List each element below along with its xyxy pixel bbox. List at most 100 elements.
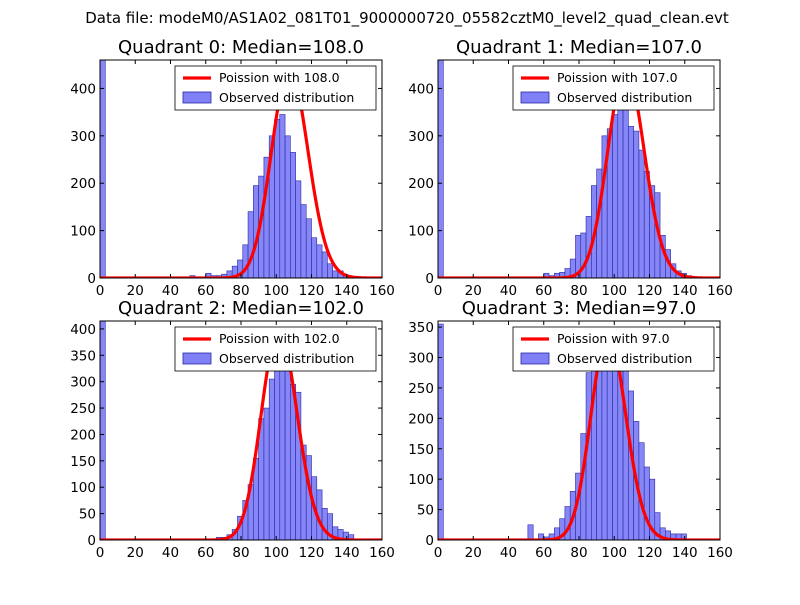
histogram-bar [332,270,339,278]
y-tick-label: 200 [408,411,434,427]
histogram-bar [628,126,634,278]
x-tick-label: 120 [299,283,325,299]
y-tick-label: 300 [408,129,434,145]
y-tick-label: 150 [70,454,96,470]
histogram-bar [290,152,296,278]
y-tick-label: 200 [70,427,96,443]
x-tick-label: 20 [465,283,482,299]
y-tick-label: 200 [408,176,434,192]
x-tick-label: 80 [232,545,249,561]
histogram-bar [612,114,619,278]
legend-line-label: Poission with 107.0 [557,70,678,85]
x-tick-label: 120 [299,545,325,561]
histogram-bar [100,60,106,278]
legend-bar-label: Observed distribution [557,90,692,105]
y-tick-label: 250 [70,401,96,417]
x-tick-label: 60 [535,545,552,561]
histogram-bar [654,512,661,540]
y-tick-label: 100 [408,224,434,240]
x-tick-label: 0 [96,283,105,299]
y-tick-label: 100 [408,472,434,488]
histogram-bar [305,218,312,278]
histogram-bar [606,354,613,540]
histogram-bar [348,534,355,540]
panel-quadrant-3: Quadrant 3: Median=97.0 0 20 40 60 80 100 120 14… [408,298,733,561]
panel-quadrant-1: Quadrant 1: Median=107.0 0 20 40 60 80 100 120 1… [408,37,733,299]
y-tick-label: 300 [70,375,96,391]
legend-bar-swatch [182,91,212,104]
x-tick-label: 140 [334,283,360,299]
y-tick-label: 50 [79,507,96,523]
y-tick-label: 300 [408,351,434,367]
x-tick-label: 20 [127,283,144,299]
x-tick-label: 60 [535,283,552,299]
histogram-bar [284,360,291,540]
legend-bar-swatch [520,352,550,365]
x-tick-label: 160 [369,283,395,299]
panel-title: Quadrant 0: Median=108.0 [118,37,364,58]
legend: Poission with 97.0 Observed distribution [512,326,715,372]
y-tick-label: 300 [70,129,96,145]
legend-bar-label: Observed distribution [219,90,354,105]
x-tick-label: 100 [263,545,289,561]
histogram-bar [680,533,687,540]
histogram-bar [643,466,650,540]
histogram-bar [279,114,286,278]
x-tick-label: 40 [500,545,517,561]
histogram-bar [268,378,275,540]
x-tick-label: 40 [162,283,179,299]
y-tick-label: 100 [70,480,96,496]
x-tick-label: 80 [570,283,587,299]
x-tick-label: 100 [601,545,627,561]
histogram-bar [633,130,640,278]
histogram-bar [321,251,328,278]
x-tick-label: 80 [570,545,587,561]
histogram-bar [300,204,307,278]
y-tick-label: 100 [70,224,96,240]
x-tick-label: 100 [601,283,627,299]
x-tick-label: 60 [197,545,214,561]
x-tick-label: 40 [162,545,179,561]
y-tick-label: 400 [70,81,96,97]
x-tick-label: 0 [434,545,443,561]
x-tick-label: 140 [672,545,698,561]
legend-line-label: Poission with 108.0 [219,70,340,85]
panel-quadrant-2: Quadrant 2: Median=102.0 0 20 40 60 80 100 120 1… [70,298,395,561]
y-tick-label: 0 [87,271,96,287]
legend: Poission with 102.0 Observed distribution [174,326,377,372]
panel-title: Quadrant 3: Median=97.0 [462,298,697,319]
histogram-bar [100,321,106,540]
x-tick-label: 0 [96,545,105,561]
histogram-bar [622,345,629,540]
histogram-bar [601,345,608,540]
panel-title: Quadrant 2: Median=102.0 [118,298,364,319]
x-tick-label: 40 [500,283,517,299]
y-tick-label: 150 [408,442,434,458]
y-tick-label: 50 [417,503,434,519]
y-tick-label: 0 [425,533,434,549]
histogram-bar [311,237,318,278]
poisson-fit-line [438,66,720,278]
panel-title: Quadrant 1: Median=107.0 [456,37,702,58]
x-tick-label: 20 [465,545,482,561]
histogram-bar [284,135,291,278]
x-tick-label: 140 [672,283,698,299]
x-tick-label: 100 [263,283,289,299]
plot-area [438,60,720,278]
x-tick-label: 160 [369,545,395,561]
x-tick-label: 140 [334,545,360,561]
figure-title: Data file: modeM0/AS1A02_081T01_90000007… [85,9,729,28]
x-tick-label: 60 [197,283,214,299]
poisson-fit-line [100,67,382,278]
histogram-bar [638,149,645,278]
x-tick-label: 80 [232,283,249,299]
x-tick-label: 120 [637,545,663,561]
y-tick-label: 350 [408,320,434,336]
legend-bar-label: Observed distribution [219,351,354,366]
histogram-bar [438,323,444,540]
legend-bar-swatch [182,352,212,365]
y-tick-label: 0 [425,271,434,287]
histogram-bar [316,244,323,278]
x-tick-label: 160 [707,545,733,561]
